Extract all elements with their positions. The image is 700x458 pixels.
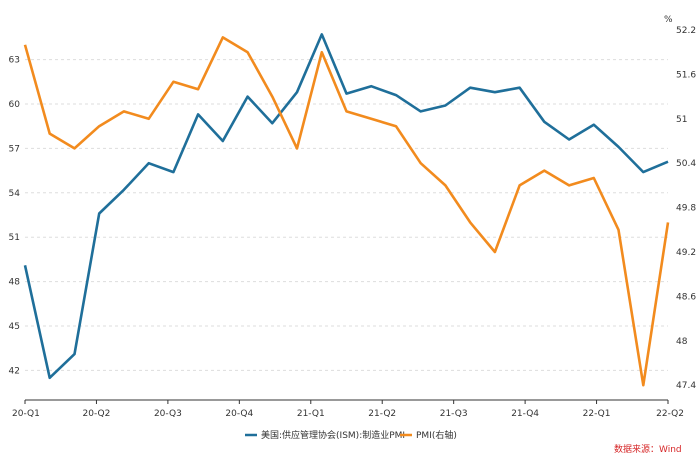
- x-tick-label: 22-Q2: [656, 409, 684, 419]
- series-lines: [23, 33, 670, 387]
- legend-label-pmi: PMI(右轴): [416, 429, 457, 441]
- left-tick-label: 60: [9, 100, 21, 110]
- legend: 美国:供应管理协会(ISM):制造业PMI PMI(右轴): [245, 429, 457, 441]
- x-axis-ticks: 20-Q1 20-Q2 20-Q3 20-Q4 21-Q1 21-Q2 21-Q3 21-Q4…: [12, 400, 684, 419]
- right-tick-label: 49.2: [676, 248, 696, 258]
- x-tick-label: 20-Q2: [83, 409, 111, 419]
- right-tick-label: 50.4: [676, 159, 696, 169]
- right-tick-label: 48: [676, 337, 688, 347]
- right-tick-label: 52.2: [676, 26, 696, 36]
- left-tick-label: 54: [9, 189, 21, 199]
- left-tick-label: 42: [9, 366, 20, 376]
- x-tick-label: 21-Q1: [297, 409, 325, 419]
- left-tick-label: 57: [9, 144, 20, 154]
- right-tick-label: 51: [676, 115, 687, 125]
- left-tick-label: 51: [9, 233, 20, 243]
- right-tick-label: 48.6: [676, 292, 696, 302]
- x-tick-label: 21-Q3: [440, 409, 468, 419]
- right-tick-label: 51.6: [676, 70, 696, 80]
- x-tick-label: 21-Q2: [368, 409, 396, 419]
- right-tick-label: 47.4: [676, 381, 696, 391]
- right-tick-label: 49.8: [676, 204, 696, 214]
- right-axis-unit: %: [664, 15, 673, 25]
- left-tick-label: 45: [9, 322, 20, 332]
- left-tick-label: 63: [9, 56, 20, 66]
- x-tick-label: 21-Q4: [511, 409, 539, 419]
- x-tick-label: 20-Q4: [225, 409, 253, 419]
- series-line-ism: [23, 33, 669, 380]
- x-tick-label: 22-Q1: [583, 409, 611, 419]
- source-note: 数据来源：Wind: [614, 443, 682, 455]
- x-tick-label: 20-Q1: [12, 409, 40, 419]
- x-tick-label: 20-Q3: [154, 409, 182, 419]
- right-axis-ticks: 47.4 48 48.6 49.2 49.8 50.4 51 51.6 52.2: [676, 26, 696, 391]
- left-axis-ticks: 42 45 48 51 54 57 60 63: [9, 56, 21, 377]
- series-line-pmi: [23, 36, 670, 387]
- left-tick-label: 48: [9, 278, 21, 288]
- legend-label-ism: 美国:供应管理协会(ISM):制造业PMI: [261, 429, 405, 441]
- gridlines: [25, 59, 668, 371]
